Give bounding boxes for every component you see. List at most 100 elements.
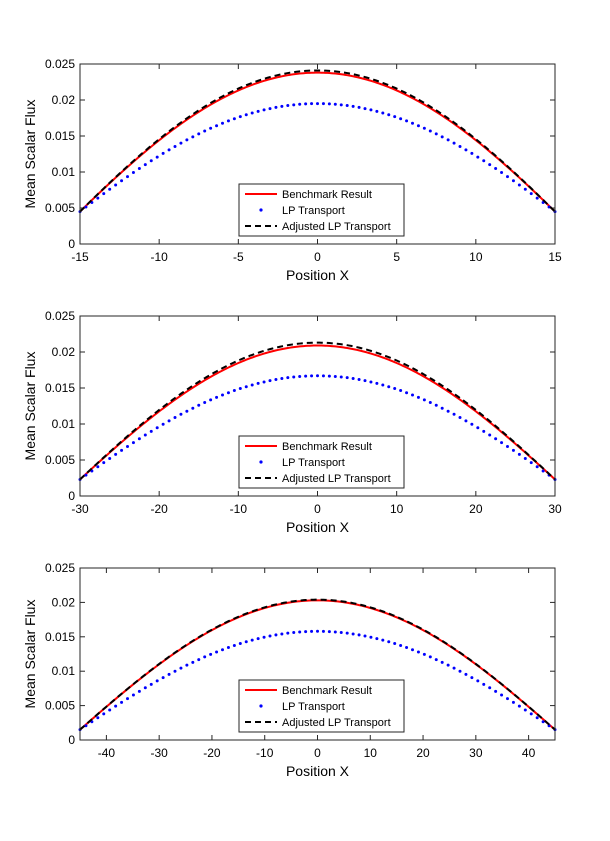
x-axis-label: Position X (286, 763, 350, 779)
series-point-lp-transport (541, 720, 545, 724)
series-point-lp-transport (310, 629, 314, 633)
series-point-lp-transport (167, 148, 171, 152)
series-point-lp-transport (321, 629, 325, 633)
series-point-lp-transport (114, 183, 118, 187)
legend: Benchmark Result LP Transport Adjusted LP … (238, 183, 405, 237)
series-point-lp-transport (482, 159, 486, 163)
series-point-lp-transport (470, 676, 474, 680)
x-tick-label: -10 (256, 746, 274, 760)
series-point-lp-transport (203, 655, 207, 659)
series-point-lp-transport (108, 708, 112, 712)
series-point-lp-transport (292, 375, 296, 379)
series-point-lp-transport (452, 141, 456, 145)
series-point-lp-transport (143, 163, 147, 167)
series-point-lp-transport (494, 167, 498, 171)
x-tick-label: 10 (364, 746, 378, 760)
x-tick-label: 0 (314, 746, 321, 760)
series-point-lp-transport (375, 109, 379, 113)
series-point-lp-transport (375, 381, 379, 385)
x-tick-label: -10 (230, 502, 248, 516)
series-point-lp-transport (405, 119, 409, 123)
series-point-lp-transport (428, 655, 432, 659)
series-point-lp-transport (381, 383, 385, 387)
y-tick-label: 0.025 (45, 561, 75, 575)
x-tick-label: -40 (98, 746, 116, 760)
series-point-lp-transport (428, 401, 432, 405)
series-point-lp-transport (221, 393, 224, 397)
series-point-lp-transport (155, 679, 159, 683)
x-tick-label: 0 (314, 250, 321, 264)
series-point-lp-transport (292, 630, 296, 634)
series-point-lp-transport (357, 378, 361, 382)
series-point-lp-transport (517, 183, 521, 187)
series-point-lp-transport (209, 126, 213, 130)
series-point-lp-transport (298, 102, 302, 106)
series-point-lp-transport (488, 686, 492, 690)
series-point-lp-transport (131, 441, 135, 445)
series-point-lp-transport (476, 679, 480, 683)
series-point-lp-transport (286, 104, 290, 108)
series-point-lp-transport (185, 409, 189, 413)
series-point-lp-transport (339, 630, 343, 634)
series-point-lp-transport (333, 102, 337, 106)
y-tick-label: 0.02 (52, 93, 76, 107)
series-point-lp-transport (197, 132, 201, 136)
series-point-lp-transport (173, 416, 177, 420)
series-point-lp-transport (321, 102, 325, 106)
series-point-lp-transport (416, 395, 420, 399)
series-point-lp-transport (96, 196, 100, 200)
series-point-lp-transport (149, 682, 153, 686)
y-tick-label: 0.01 (52, 165, 76, 179)
series-point-lp-transport (511, 179, 515, 183)
series-point-lp-transport (452, 412, 456, 416)
chart-panel-1: 0 0.005 0.01 0.015 0.02 0.025 -15 -10 -5 0 5 10 15 Po… (22, 57, 562, 283)
series-point-lp-transport (244, 113, 248, 117)
series-point-lp-transport (393, 115, 397, 119)
series-point-lp-transport (381, 638, 385, 642)
x-tick-label: 10 (469, 250, 483, 264)
series-point-lp-transport (131, 693, 135, 697)
series-point-lp-transport (185, 138, 189, 142)
series-point-lp-transport (446, 409, 450, 413)
series-point-lp-transport (321, 374, 325, 378)
series-point-lp-transport (131, 171, 135, 175)
series-point-lp-transport (458, 416, 462, 420)
x-tick-label: 30 (548, 502, 562, 516)
legend-swatch-dots (259, 704, 263, 708)
y-tick-label: 0 (68, 237, 75, 251)
series-point-lp-transport (167, 419, 171, 423)
series-point-lp-transport (256, 637, 260, 641)
series-point-lp-transport (232, 117, 236, 121)
series-point-lp-transport (316, 374, 319, 378)
series-point-lp-transport (363, 379, 367, 383)
series-point-lp-transport (304, 630, 308, 634)
series-point-lp-transport (488, 163, 492, 167)
series-point-lp-transport (339, 103, 343, 107)
series-point-lp-transport (149, 159, 153, 163)
x-tick-label: 20 (469, 502, 483, 516)
series-point-lp-transport (268, 634, 272, 638)
series-point-lp-transport (387, 640, 391, 644)
y-tick-label: 0.015 (45, 630, 75, 644)
series-point-lp-transport (506, 697, 509, 701)
series-point-lp-transport (209, 398, 213, 402)
series-point-lp-transport (167, 672, 171, 676)
series-point-lp-transport (126, 175, 129, 179)
series-point-lp-transport (244, 385, 248, 389)
legend-label: LP Transport (282, 205, 345, 217)
series-point-lp-transport (203, 129, 207, 133)
series-point-lp-transport (197, 658, 201, 662)
series-line-adjusted-lp-transport (79, 69, 556, 213)
series-point-lp-transport (274, 633, 278, 637)
series-point-lp-transport (256, 109, 260, 113)
y-tick-label: 0.005 (45, 201, 75, 215)
y-tick-label: 0.025 (45, 309, 75, 323)
series-point-lp-transport (422, 652, 426, 656)
series-point-lp-transport (541, 469, 545, 473)
chart-panel-2: 0 0.005 0.01 0.015 0.02 0.025 -30 -20 -10 0 10 20 30… (22, 309, 562, 535)
series-point-lp-transport (173, 144, 177, 148)
x-tick-label: 20 (416, 746, 430, 760)
chart-panel-3: 0 0.005 0.01 0.015 0.02 0.025 -40 -30 -20 -10 0 10 2… (22, 561, 557, 779)
series-point-lp-transport (399, 643, 403, 647)
series-point-lp-transport (500, 441, 504, 445)
